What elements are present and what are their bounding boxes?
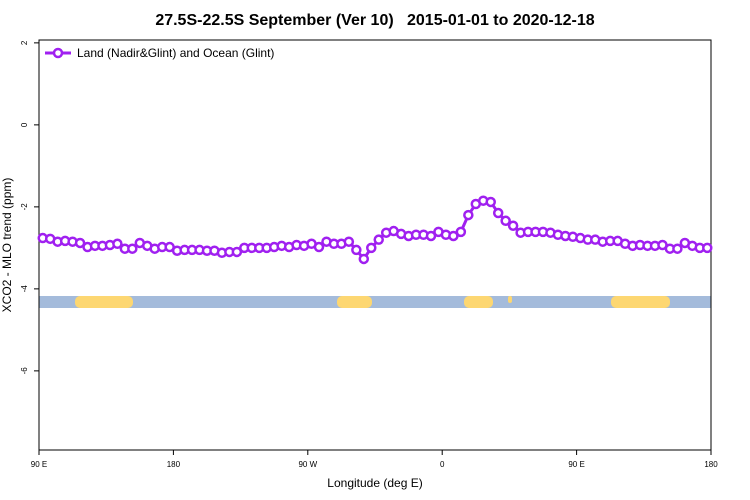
chart-title: 27.5S-22.5S September (Ver 10) 2015-01-0…	[155, 12, 594, 29]
x-tick-label: 90 E	[568, 460, 584, 469]
point	[500, 215, 511, 227]
land-segment	[464, 296, 493, 308]
point	[127, 243, 138, 254]
point	[492, 207, 504, 219]
point	[448, 230, 459, 242]
point	[313, 241, 325, 253]
x-tick-label: 0	[440, 460, 445, 469]
point	[463, 209, 474, 221]
surface-band	[39, 296, 711, 308]
land-segment	[611, 296, 670, 308]
land-segment	[337, 296, 372, 308]
point	[366, 242, 377, 254]
x-tick-label: 90 E	[31, 460, 47, 469]
x-tick-label: 180	[704, 460, 718, 469]
land-segment	[75, 296, 133, 308]
point	[455, 226, 467, 238]
point	[507, 220, 519, 231]
point	[672, 243, 683, 254]
y-tick-label: 2	[20, 40, 29, 45]
point	[425, 230, 437, 242]
point	[74, 237, 86, 249]
point	[351, 244, 362, 256]
point	[373, 234, 384, 245]
legend-marker	[52, 47, 64, 59]
legend-label: Land (Nadir&Glint) and Ocean (Glint)	[77, 46, 274, 60]
point	[702, 242, 713, 254]
x-tick-label: 180	[167, 460, 181, 469]
y-tick-label: -2	[20, 203, 29, 211]
point	[112, 238, 123, 250]
point	[343, 236, 355, 247]
point	[485, 196, 496, 208]
y-tick-label: -6	[20, 367, 29, 375]
y-tick-label: 0	[20, 122, 29, 127]
land-segment	[508, 296, 512, 303]
ocean-band	[39, 296, 711, 308]
point	[231, 246, 243, 258]
x-axis-label: Longitude (deg E)	[327, 476, 422, 490]
y-axis-label: XCO2 - MLO trend (ppm)	[0, 178, 14, 313]
point	[358, 253, 370, 265]
x-tick-label: 90 W	[298, 460, 317, 469]
y-tick-label: -4	[20, 285, 29, 293]
